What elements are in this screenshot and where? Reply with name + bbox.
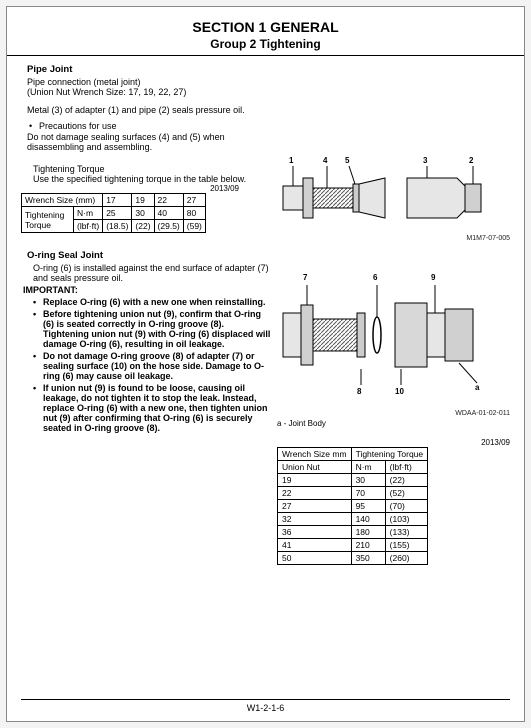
torque-block: Tightening Torque Use the specified tigh… xyxy=(21,158,271,233)
oring-body: O-ring (6) is installed against the end … xyxy=(33,263,271,283)
t1-r2b1: (18.5) xyxy=(103,220,132,233)
pipe-joint-line1: Pipe connection (metal joint) xyxy=(27,77,510,87)
page: SECTION 1 GENERAL Group 2 Tightening Pip… xyxy=(6,6,525,722)
pipe-joint-desc: Metal (3) of adapter (1) and pipe (2) se… xyxy=(27,105,510,115)
t1-r2a2: 30 xyxy=(132,207,154,220)
section-title: SECTION 1 GENERAL xyxy=(21,19,510,35)
t2c: 140 xyxy=(351,513,385,526)
t2-s2: (lbf·ft) xyxy=(385,461,427,474)
t1-r1c2: 19 xyxy=(132,194,154,207)
oring-text-col: O-ring (6) is installed against the end … xyxy=(21,263,271,435)
t1-r2a0: N·m xyxy=(74,207,103,220)
oring-b3: Do not damage O-ring groove (8) of adapt… xyxy=(33,351,271,381)
fig1-label-4: 4 xyxy=(323,156,327,165)
fig2-cap: WDAA-01-02-011 xyxy=(277,410,510,417)
header-rule xyxy=(7,55,524,56)
t2c: (155) xyxy=(385,539,427,552)
t2c: 30 xyxy=(351,474,385,487)
oring-b2: Before tightening union nut (9), confirm… xyxy=(33,309,271,349)
precautions-body: Do not damage sealing surfaces (4) and (… xyxy=(27,132,237,152)
fig2-label-9: 9 xyxy=(431,273,435,282)
oring-b1: Replace O-ring (6) with a new one when r… xyxy=(33,297,271,307)
fig2-label-6: 6 xyxy=(373,273,377,282)
t2c: 50 xyxy=(278,552,352,565)
oring-b4: If union nut (9) is found to be loose, c… xyxy=(33,383,271,433)
oring-heading: O-ring Seal Joint xyxy=(27,250,510,261)
torque-head: Tightening Torque xyxy=(33,164,271,174)
t2c: 350 xyxy=(351,552,385,565)
t2c: (260) xyxy=(385,552,427,565)
t2c: (70) xyxy=(385,500,427,513)
fig1-label-2: 2 xyxy=(469,156,473,165)
t1-r2a4: 80 xyxy=(183,207,205,220)
fig2-label-8: 8 xyxy=(357,387,361,396)
page-footer: W1-2-1-6 xyxy=(21,699,510,713)
t1-r2b4: (59) xyxy=(183,220,205,233)
t2c: 22 xyxy=(278,487,352,500)
fig2-label-a: a xyxy=(475,383,479,392)
t2-date: 2013/09 xyxy=(277,438,510,447)
adapter-diagram-icon xyxy=(277,158,497,228)
t1-r1c0: Wrench Size (mm) xyxy=(22,194,103,207)
t2c: (133) xyxy=(385,526,427,539)
t1-r2b3: (29.5) xyxy=(154,220,183,233)
t2-s0: Union Nut xyxy=(278,461,352,474)
figure-1: 1 4 5 3 2 xyxy=(277,158,510,233)
oring-right-col: 7 6 9 8 10 a WDAA-01-02-011 a - Joint Bo… xyxy=(277,263,510,565)
t1-date: 2013/09 xyxy=(21,184,239,193)
pipe-joint-heading: Pipe Joint xyxy=(27,64,510,75)
pipe-joint-line2: (Union Nut Wrench Size: 17, 19, 22, 27) xyxy=(27,87,510,97)
torque-table-2: Wrench Size mm Tightening Torque Union N… xyxy=(277,447,428,565)
t2c: 27 xyxy=(278,500,352,513)
fig1-label-1: 1 xyxy=(289,156,293,165)
torque-table-1: Wrench Size (mm) 17 19 22 27 Tightening … xyxy=(21,193,206,233)
t2c: 19 xyxy=(278,474,352,487)
fig1-label-5: 5 xyxy=(345,156,349,165)
t2c: 32 xyxy=(278,513,352,526)
t2c: 41 xyxy=(278,539,352,552)
t2c: (22) xyxy=(385,474,427,487)
figure-2: 7 6 9 8 10 a xyxy=(277,273,510,408)
figure-1-col: 1 4 5 3 2 M1M7-07-005 xyxy=(277,158,510,242)
t1-r1c3: 22 xyxy=(154,194,183,207)
t1-r1c1: 17 xyxy=(103,194,132,207)
t1-r2a3: 40 xyxy=(154,207,183,220)
t1-r2a1: 25 xyxy=(103,207,132,220)
t2c: 180 xyxy=(351,526,385,539)
t2c: (52) xyxy=(385,487,427,500)
fig2-label-10: 10 xyxy=(395,387,404,396)
fig2-label-7: 7 xyxy=(303,273,307,282)
important-label: IMPORTANT: xyxy=(23,285,271,295)
t1-r1c4: 27 xyxy=(183,194,205,207)
t2-s1: N·m xyxy=(351,461,385,474)
t1-r2b2: (22) xyxy=(132,220,154,233)
t2-h0: Wrench Size mm xyxy=(278,448,352,461)
torque-body: Use the specified tightening torque in t… xyxy=(33,174,263,184)
t2-h1: Tightening Torque xyxy=(351,448,428,461)
oring-diagram-icon xyxy=(277,273,497,393)
fig2-caption-a: a - Joint Body xyxy=(277,419,510,428)
precautions-head: Precautions for use xyxy=(29,121,510,131)
t2c: 95 xyxy=(351,500,385,513)
t2c: 210 xyxy=(351,539,385,552)
t2c: 36 xyxy=(278,526,352,539)
fig1-caption: M1M7-07-005 xyxy=(277,235,510,242)
t1-r2b0: (lbf·ft) xyxy=(74,220,103,233)
t2c: (103) xyxy=(385,513,427,526)
fig1-label-3: 3 xyxy=(423,156,427,165)
group-title: Group 2 Tightening xyxy=(21,37,510,51)
t1-r2label: Tightening Torque xyxy=(22,207,74,233)
t2c: 70 xyxy=(351,487,385,500)
